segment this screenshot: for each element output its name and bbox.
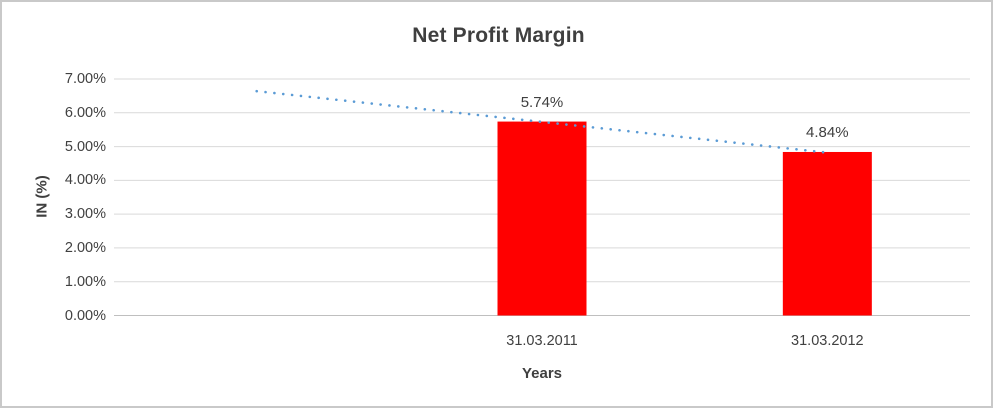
y-tick-label: 6.00% <box>64 104 106 121</box>
bar <box>497 121 587 316</box>
bar-value-label: 5.74% <box>520 93 564 111</box>
y-tick-label: 2.00% <box>64 239 106 256</box>
y-tick-label: 7.00% <box>64 71 106 87</box>
bar <box>782 151 872 316</box>
y-tick-label: 3.00% <box>64 206 106 223</box>
chart-title: Net Profit Margin <box>412 24 585 47</box>
bar-value-label: 4.84% <box>806 123 849 141</box>
y-tick-label: 5.00% <box>64 138 106 155</box>
y-tick-label: 1.00% <box>64 273 106 290</box>
y-tick-label: 4.00% <box>64 172 106 189</box>
y-tick-label: 0.00% <box>64 307 106 324</box>
x-axis-title: Years <box>521 365 563 382</box>
x-tick-label: 31.03.2012 <box>791 333 864 349</box>
x-tick-label: 31.03.2011 <box>506 333 578 349</box>
